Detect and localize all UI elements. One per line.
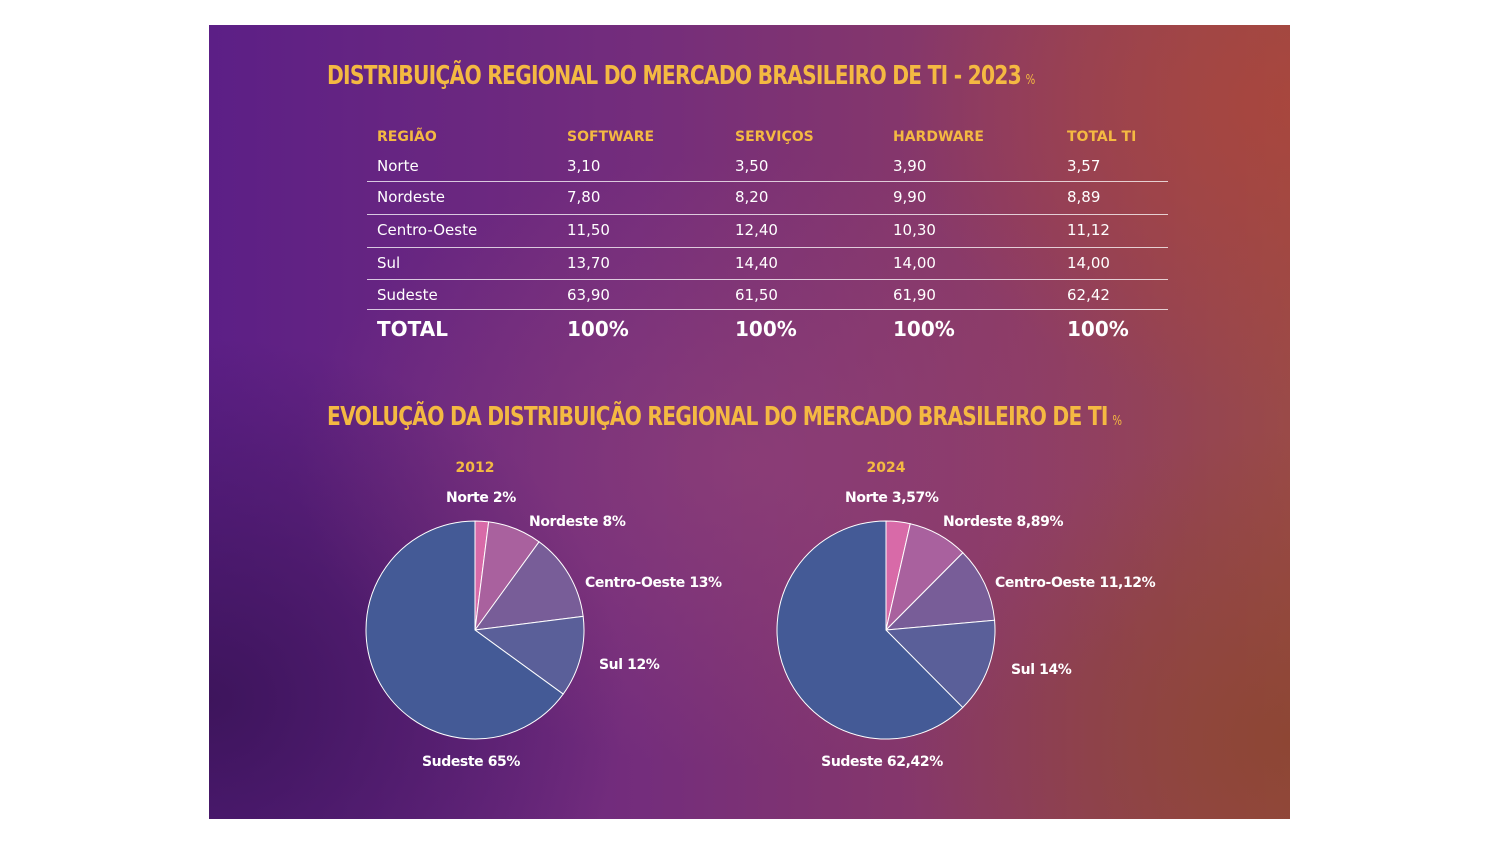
pie-year-label: 2012: [456, 460, 495, 476]
table-cell: 8,89: [1067, 188, 1101, 206]
table-row: Sudeste 63,90 61,50 61,90 62,42: [367, 280, 1168, 310]
pie-year-label: 2024: [867, 460, 906, 476]
table-cell: 61,90: [893, 286, 936, 304]
market-distribution-table: REGIÃO SOFTWARE SERVIÇOS HARDWARE TOTAL …: [367, 129, 1168, 341]
pie-label-nordeste: Nordeste 8%: [529, 514, 626, 530]
pie-label-sul: Sul 12%: [599, 657, 660, 673]
total-cell: 100%: [567, 317, 629, 341]
table-cell: 8,20: [735, 188, 769, 206]
header-servicos: SERVIÇOS: [735, 129, 814, 145]
pie-label-norte: Norte 3,57%: [845, 490, 939, 506]
table-cell: 11,12: [1067, 221, 1110, 239]
table-cell: 12,40: [735, 221, 778, 239]
pie-chart-2024: 2024 Norte 3,57%Nordeste 8,89% Centro-Oest…: [776, 460, 1156, 770]
pie-charts: 2012 Norte 2% Nordeste 8% Centro-Oeste 13% S…: [365, 460, 1156, 770]
header-hardware: HARDWARE: [893, 129, 984, 145]
table-cell: 3,50: [735, 157, 769, 175]
table-title-text: DISTRIBUIÇÃO REGIONAL DO MERCADO BRASILE…: [327, 61, 1022, 91]
total-label: TOTAL: [377, 317, 448, 341]
header-software: SOFTWARE: [567, 129, 655, 145]
table-title-unit: %: [1025, 73, 1036, 88]
table-row: Sul 13,70 14,40 14,00 14,00: [367, 248, 1168, 280]
table-cell: 3,90: [893, 157, 927, 175]
pie-label-sul: Sul 14%: [1011, 662, 1072, 678]
table-cell: Centro-Oeste: [377, 221, 478, 239]
pie-slice-sudeste: [365, 520, 564, 740]
pie-slice-sul: [473, 615, 585, 695]
total-cell: 100%: [1067, 317, 1129, 341]
table-cell: 7,80: [567, 188, 601, 206]
table-row: Norte 3,10 3,50 3,90 3,57: [367, 151, 1168, 182]
table-cell: 3,57: [1067, 157, 1101, 175]
table-title: DISTRIBUIÇÃO REGIONAL DO MERCADO BRASILE…: [327, 61, 1035, 91]
table-row: Nordeste 7,80 8,20 9,90 8,89: [367, 182, 1168, 215]
pie-chart-2012: 2012 Norte 2% Nordeste 8% Centro-Oeste 13% S…: [365, 460, 722, 770]
pie-label-sudeste: Sudeste 65%: [422, 754, 520, 770]
infographic-panel: DISTRIBUIÇÃO REGIONAL DO MERCADO BRASILE…: [209, 25, 1290, 819]
evolution-title: EVOLUÇÃO DA DISTRIBUIÇÃO REGIONAL DO MER…: [327, 402, 1122, 432]
table-row: Centro-Oeste 11,50 12,40 10,30 11,12: [367, 215, 1168, 248]
table-cell: 14,00: [1067, 254, 1110, 272]
table-cell: Sul: [377, 254, 401, 272]
table-cell: 14,40: [735, 254, 778, 272]
table-cell: Nordeste: [377, 188, 445, 206]
pie-label-centro-oeste: Centro-Oeste 13%: [585, 575, 722, 591]
pie-slice-centro-oeste: [884, 552, 996, 631]
header-total-ti: TOTAL TI: [1067, 129, 1137, 145]
table-cell: 62,42: [1067, 286, 1110, 304]
table-cell: 9,90: [893, 188, 927, 206]
table-cell: 11,50: [567, 221, 610, 239]
table-cell: 10,30: [893, 221, 936, 239]
table-cell: 63,90: [567, 286, 610, 304]
table-cell: Sudeste: [377, 286, 438, 304]
total-cell: 100%: [893, 317, 955, 341]
evolution-title-unit: %: [1112, 414, 1122, 429]
table-cell: 61,50: [735, 286, 778, 304]
table-header-row: REGIÃO SOFTWARE SERVIÇOS HARDWARE TOTAL …: [367, 129, 1168, 151]
pie-label-nordeste: Nordeste 8,89%: [943, 514, 1063, 530]
table-cell: 14,00: [893, 254, 936, 272]
evolution-title-text: EVOLUÇÃO DA DISTRIBUIÇÃO REGIONAL DO MER…: [327, 402, 1108, 432]
table-cell: 3,10: [567, 157, 601, 175]
pie-label-norte: Norte 2%: [446, 490, 516, 506]
table-cell: 13,70: [567, 254, 610, 272]
total-cell: 100%: [735, 317, 797, 341]
pie-slice-sul: [884, 619, 996, 709]
pie-slice-sudeste: [776, 520, 964, 740]
header-regiao: REGIÃO: [377, 129, 437, 145]
pie-label-sudeste: Sudeste 62,42%: [821, 754, 943, 770]
pie-slice-centro-oeste: [473, 541, 584, 631]
table-cell: Norte: [377, 157, 419, 175]
table-total-row: TOTAL 100% 100% 100% 100%: [367, 310, 1168, 341]
pie-label-centro-oeste: Centro-Oeste 11,12%: [995, 575, 1156, 591]
